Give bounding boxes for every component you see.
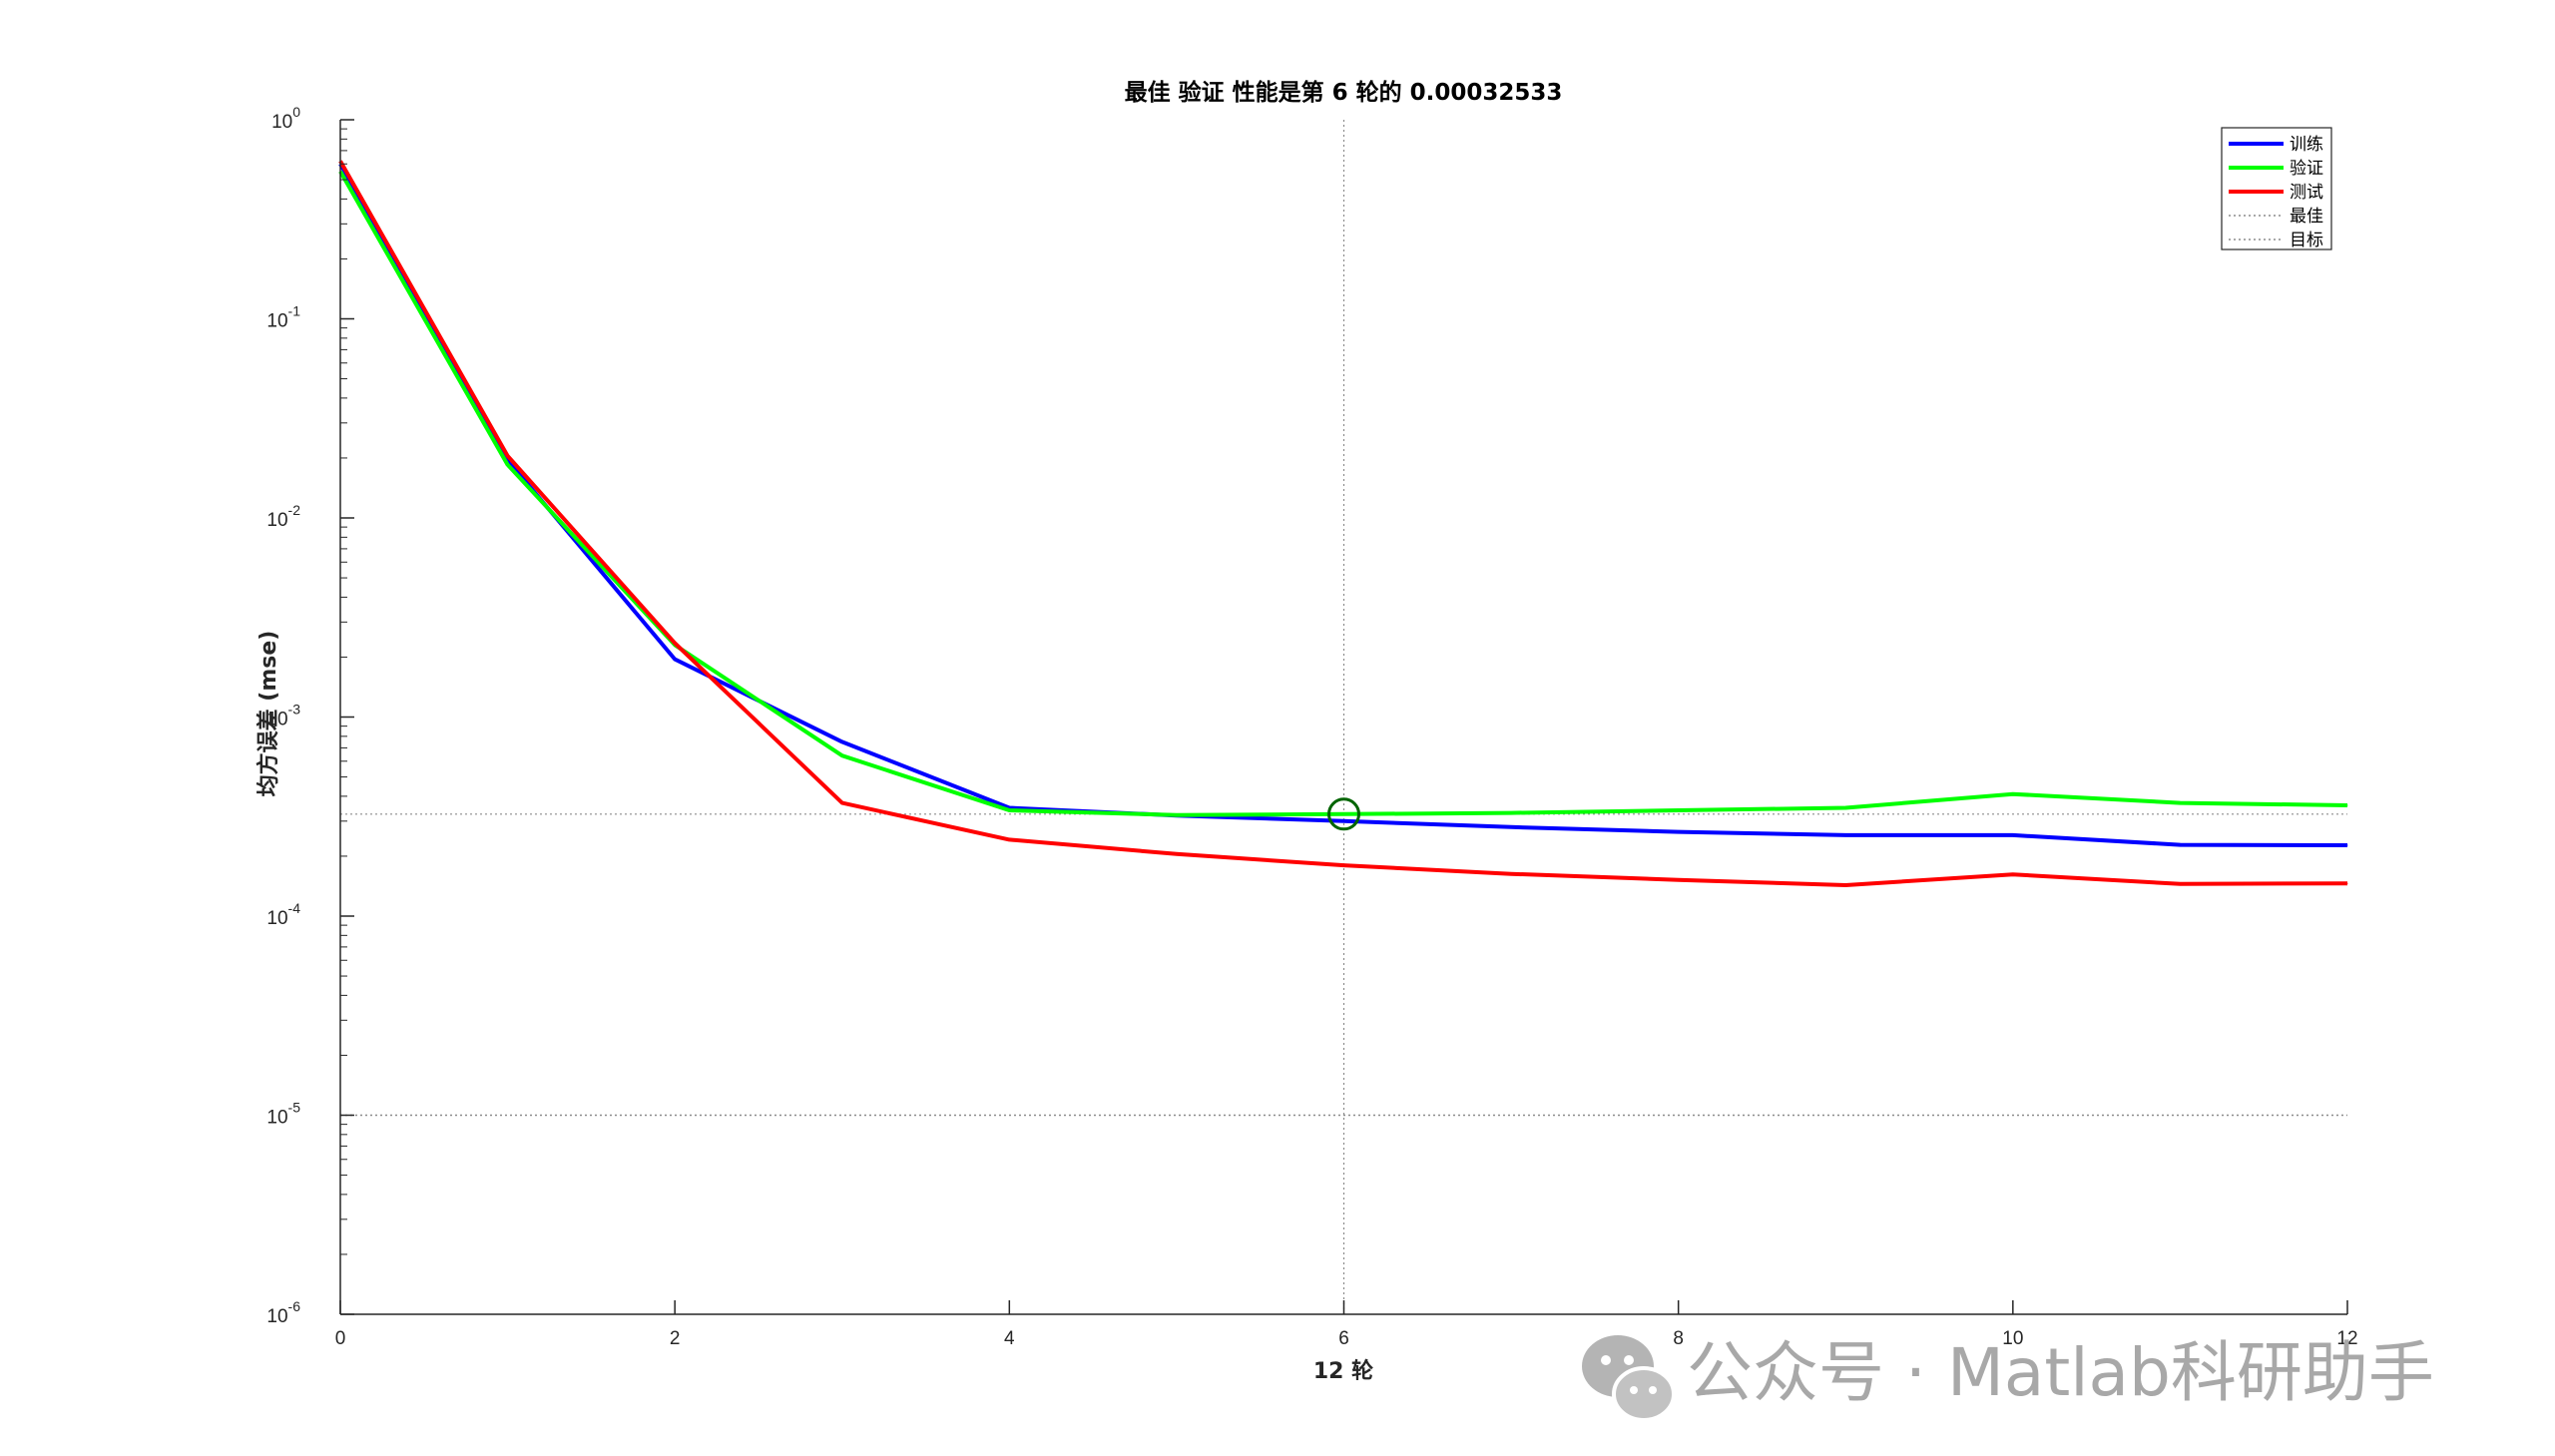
series-point-0-11 <box>2179 844 2181 846</box>
series-point-1-5 <box>1176 814 1178 816</box>
y-axis-label: 均方误差 (mse) <box>256 631 281 797</box>
y-tick-label: 10-6 <box>266 1298 300 1327</box>
legend-label-2: 测试 <box>2290 183 2323 203</box>
series-point-0-12 <box>2346 844 2348 846</box>
series-point-1-6 <box>1343 813 1344 815</box>
series-point-0-2 <box>674 659 676 661</box>
series-point-1-4 <box>1008 809 1010 811</box>
series-point-2-2 <box>674 643 676 644</box>
chart-title: 最佳 验证 性能是第 6 轮的 0.00032533 <box>1125 79 1563 106</box>
series-point-2-4 <box>1008 838 1010 840</box>
series-point-1-12 <box>2346 804 2348 806</box>
series-point-1-1 <box>507 464 509 466</box>
x-axis-label: 12 轮 <box>1313 1358 1373 1384</box>
y-tick-label: 10-5 <box>266 1100 300 1129</box>
y-tick-label: 10-4 <box>266 900 300 929</box>
series-point-0-6 <box>1343 820 1344 822</box>
series-point-2-11 <box>2179 883 2181 885</box>
series-point-2-3 <box>841 802 843 804</box>
guide-lines <box>340 120 2347 1314</box>
series-point-2-8 <box>1678 879 1680 881</box>
series-point-0-3 <box>841 740 843 742</box>
series-point-0-4 <box>1008 807 1010 808</box>
series-point-1-9 <box>1844 807 1846 808</box>
x-tick-label: 4 <box>1004 1328 1015 1349</box>
series-point-1-10 <box>2012 793 2014 795</box>
legend-label-4: 目标 <box>2290 231 2323 250</box>
series-point-0-7 <box>1510 826 1512 828</box>
y-tick-label: 100 <box>271 104 300 133</box>
series-point-2-5 <box>1176 853 1178 855</box>
series-point-2-7 <box>1510 873 1512 875</box>
best-marker <box>1327 797 1360 831</box>
series-point-1-3 <box>841 754 843 756</box>
x-tick-label: 0 <box>335 1328 346 1349</box>
y-tick-label: 10-1 <box>266 303 300 332</box>
series-point-1-7 <box>1510 812 1512 814</box>
series-point-1-8 <box>1678 809 1680 811</box>
series-point-0-8 <box>1678 831 1680 833</box>
legend-label-3: 最佳 <box>2290 207 2323 227</box>
series-point-1-11 <box>2179 802 2181 804</box>
wechat-icon <box>1582 1335 1676 1422</box>
legend-label-1: 验证 <box>2290 159 2323 179</box>
series-point-0-10 <box>2012 834 2014 836</box>
series-point-2-6 <box>1343 864 1344 866</box>
series-point-0-9 <box>1844 834 1846 836</box>
watermark: 公众号 · Matlab科研助手 <box>1582 1334 2434 1422</box>
series-line-1 <box>338 170 2348 817</box>
best-marker-layer <box>1327 797 1360 831</box>
legend-box <box>2221 127 2332 250</box>
series-lines <box>338 160 2348 887</box>
series-point-2-1 <box>507 455 509 457</box>
series-point-2-9 <box>1844 884 1846 886</box>
x-tick-label: 12 <box>2336 1328 2357 1349</box>
series-point-2-10 <box>2012 873 2014 875</box>
x-tick-label: 2 <box>670 1328 681 1349</box>
series-point-2-12 <box>2346 882 2348 884</box>
x-tick-label: 6 <box>1338 1328 1349 1349</box>
x-tick-label: 8 <box>1673 1328 1684 1349</box>
watermark-text: 公众号 · Matlab科研助手 <box>1687 1334 2434 1411</box>
legend-label-0: 训练 <box>2290 135 2323 155</box>
y-tick-label: 10-2 <box>266 502 300 531</box>
x-tick-label: 10 <box>2002 1328 2023 1349</box>
